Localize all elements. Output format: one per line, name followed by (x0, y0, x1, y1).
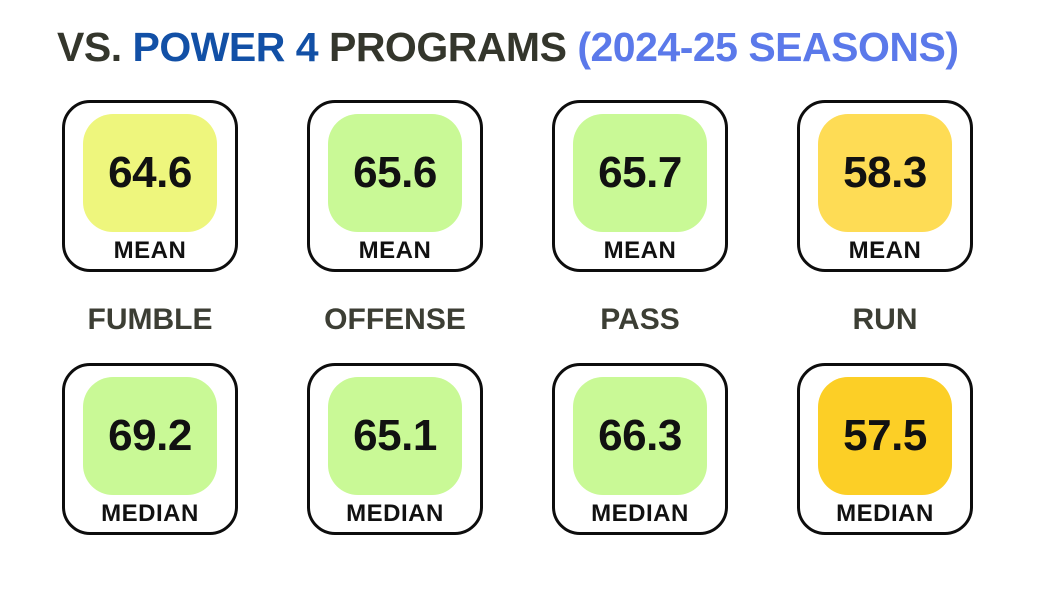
mean-value-fumble: 64.6 (108, 148, 192, 197)
title-programs: PROGRAMS (328, 24, 578, 70)
category-label-offense: OFFENSE (324, 303, 466, 336)
mean-value-pass: 65.7 (598, 148, 682, 197)
value-box: 66.3 (573, 377, 707, 495)
stat-card-median-run: 57.5 MEDIAN (797, 363, 973, 535)
value-box: 69.2 (83, 377, 217, 495)
mean-cards-row: 64.6 MEAN 65.6 MEAN 65.7 MEAN 58.3 MEAN (62, 100, 973, 272)
value-box: 65.7 (573, 114, 707, 232)
median-value-run: 57.5 (843, 411, 927, 460)
stat-type-label: MEDIAN (591, 499, 689, 527)
category-label-fumble: FUMBLE (87, 303, 213, 336)
median-value-pass: 66.3 (598, 411, 682, 460)
category-labels-row: FUMBLE OFFENSE PASS RUN (62, 303, 973, 337)
page-title: VS. POWER 4 PROGRAMS (2024-25 SEASONS) (0, 0, 1050, 71)
title-power4: POWER 4 (132, 24, 329, 70)
stat-type-label: MEDIAN (836, 499, 934, 527)
stat-card-median-offense: 65.1 MEDIAN (307, 363, 483, 535)
value-box: 58.3 (818, 114, 952, 232)
stat-card-mean-fumble: 64.6 MEAN (62, 100, 238, 272)
stat-card-mean-offense: 65.6 MEAN (307, 100, 483, 272)
title-vs: VS. (57, 24, 133, 70)
median-value-offense: 65.1 (353, 411, 437, 460)
median-value-fumble: 69.2 (108, 411, 192, 460)
stat-card-median-pass: 66.3 MEDIAN (552, 363, 728, 535)
stat-card-mean-run: 58.3 MEAN (797, 100, 973, 272)
stat-type-label: MEAN (603, 236, 677, 264)
stat-type-label: MEDIAN (101, 499, 199, 527)
stat-card-median-fumble: 69.2 MEDIAN (62, 363, 238, 535)
median-cards-row: 69.2 MEDIAN 65.1 MEDIAN 66.3 MEDIAN 57.5… (62, 363, 973, 535)
value-box: 65.6 (328, 114, 462, 232)
mean-value-offense: 65.6 (353, 148, 437, 197)
value-box: 57.5 (818, 377, 952, 495)
stat-type-label: MEDIAN (346, 499, 444, 527)
value-box: 65.1 (328, 377, 462, 495)
stat-type-label: MEAN (358, 236, 432, 264)
stat-card-mean-pass: 65.7 MEAN (552, 100, 728, 272)
category-label-run: RUN (852, 303, 918, 336)
stat-type-label: MEAN (848, 236, 922, 264)
value-box: 64.6 (83, 114, 217, 232)
category-label-pass: PASS (600, 303, 680, 336)
stat-type-label: MEAN (113, 236, 187, 264)
title-seasons: (2024-25 SEASONS) (577, 24, 959, 70)
mean-value-run: 58.3 (843, 148, 927, 197)
